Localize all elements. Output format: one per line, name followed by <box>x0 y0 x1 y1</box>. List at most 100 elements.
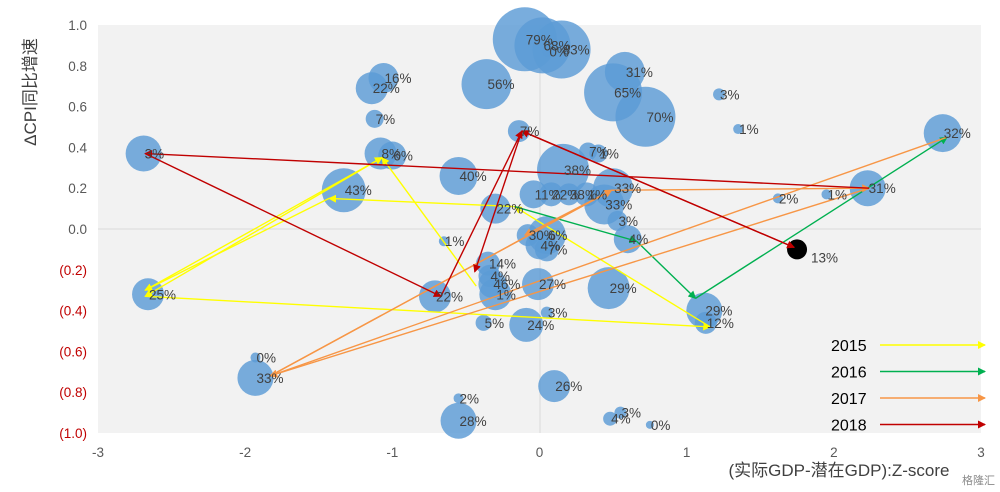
legend-label-2015: 2015 <box>831 338 867 355</box>
watermark: 格隆汇 <box>962 473 995 487</box>
trajectory-segment-2016 <box>514 205 638 244</box>
trajectory-segment-2015 <box>144 156 383 297</box>
bubble <box>461 59 512 110</box>
x-tick-label: -1 <box>386 445 398 460</box>
bubble <box>614 406 627 419</box>
bubble-label: 40% <box>460 169 487 184</box>
x-tick-label: 0 <box>536 445 544 460</box>
y-tick-label: 0.2 <box>68 181 87 196</box>
bubble <box>713 88 726 101</box>
bubble-label: 83% <box>563 42 590 57</box>
bubble-label: 6% <box>393 149 413 164</box>
y-tick-label: (1.0) <box>59 426 87 441</box>
bubble <box>519 180 548 209</box>
bubble-label: 14% <box>489 257 516 272</box>
bubble-label: 4% <box>611 412 631 427</box>
bubble-label: 33% <box>614 181 641 196</box>
trajectory-segment-2015 <box>513 205 711 328</box>
bubble-label: 29% <box>705 304 732 319</box>
bubble <box>368 63 399 94</box>
bubble-label: 22% <box>373 81 400 96</box>
bubble <box>250 352 261 363</box>
x-tick-label: -3 <box>92 445 104 460</box>
bubble-label: 6% <box>548 228 568 243</box>
legend-label-2017: 2017 <box>831 391 867 408</box>
bubble-label: 24% <box>527 318 554 333</box>
bubble <box>439 156 478 195</box>
x-tick-label: -2 <box>239 445 251 460</box>
bubble <box>365 109 384 128</box>
bubble <box>539 182 564 207</box>
bubble-label: 25% <box>149 287 176 302</box>
x-tick-label: 3 <box>977 445 985 460</box>
bubble-label: 0% <box>256 351 276 366</box>
bubble-label: 27% <box>539 277 566 292</box>
bubble-label: 3% <box>621 406 641 421</box>
bubble-label: 22% <box>496 202 523 217</box>
bubble-label: 1% <box>496 287 516 302</box>
bubble-label: 16% <box>385 71 412 86</box>
bubble-label: 7% <box>548 242 568 257</box>
y-tick-label: (0.8) <box>59 385 87 400</box>
x-tick-labels: -3 -2 -1 0 1 2 3 <box>92 445 985 460</box>
bubble-label: 7% <box>376 112 396 127</box>
legend-label-2018: 2018 <box>831 418 867 435</box>
bubble-label: 38% <box>564 163 591 178</box>
bubble <box>538 370 571 403</box>
bubble-label: 28% <box>460 414 487 429</box>
bubble-label: 22% <box>436 289 463 304</box>
trajectory-segment-2015 <box>144 197 330 291</box>
bubble <box>542 45 555 58</box>
bubble <box>522 268 555 301</box>
bubble-label: 4% <box>629 232 649 247</box>
bubble-label: 4% <box>541 238 561 253</box>
trajectories <box>144 130 948 378</box>
bubble <box>603 411 618 426</box>
bubble-label: 3% <box>548 306 568 321</box>
y-axis-title: ΔCPI同比增速 <box>21 38 40 146</box>
trajectory-segment-2016 <box>695 136 948 299</box>
bubble-label: 12% <box>707 316 734 331</box>
trajectory-segment-2017 <box>523 189 612 236</box>
x-tick-label: 2 <box>830 445 838 460</box>
bubble-label: 7% <box>520 124 540 139</box>
bubble-label: 3% <box>145 147 165 162</box>
trajectory-segment-2015 <box>145 295 712 331</box>
bubble-label: 68% <box>543 38 570 53</box>
bubble <box>821 189 832 200</box>
bubble-label: 1% <box>588 187 608 202</box>
bubble-label: 79% <box>526 32 553 47</box>
bubble-label: 33% <box>605 198 632 213</box>
x-axis-title: (实际GDP-潜在GDP):Z-score <box>729 461 950 480</box>
trajectory-segment-2017 <box>611 184 871 193</box>
bubble <box>534 237 559 262</box>
y-tick-label: 0.8 <box>68 59 87 74</box>
y-tick-labels: 1.0 0.8 0.6 0.4 0.2 0.0 (0.2) (0.4) (0.6) (0.8) (1… <box>59 18 87 441</box>
trajectory-segment-2018 <box>144 152 442 297</box>
bubble <box>453 393 464 404</box>
x-tick-label: 1 <box>683 445 691 460</box>
bubble-label: 8% <box>382 147 402 162</box>
bubble-label: 31% <box>626 65 653 80</box>
bubble <box>478 264 501 287</box>
trajectory-segment-2018 <box>520 130 795 249</box>
y-tick-label: 1.0 <box>68 18 87 33</box>
bubble <box>475 314 492 331</box>
trajectory-segment-2018 <box>144 149 870 189</box>
bubble-label: 43% <box>345 183 372 198</box>
bubble <box>733 124 744 135</box>
trajectory-segment-2016 <box>636 240 697 300</box>
bubble <box>514 17 571 74</box>
bubble <box>540 306 553 319</box>
bubble <box>645 420 654 429</box>
bubble-label: 33% <box>256 371 283 386</box>
bubble-label: 0% <box>549 45 569 60</box>
trajectory-segment-2015 <box>381 156 477 287</box>
bubble <box>589 144 608 163</box>
bubble <box>604 51 645 92</box>
trajectory-segment-2018 <box>473 130 523 273</box>
bubble-label: 30% <box>529 228 556 243</box>
bubble <box>607 210 628 231</box>
bubble-label: 29% <box>610 281 637 296</box>
legend: 2015 2016 2017 2018 <box>831 338 986 435</box>
